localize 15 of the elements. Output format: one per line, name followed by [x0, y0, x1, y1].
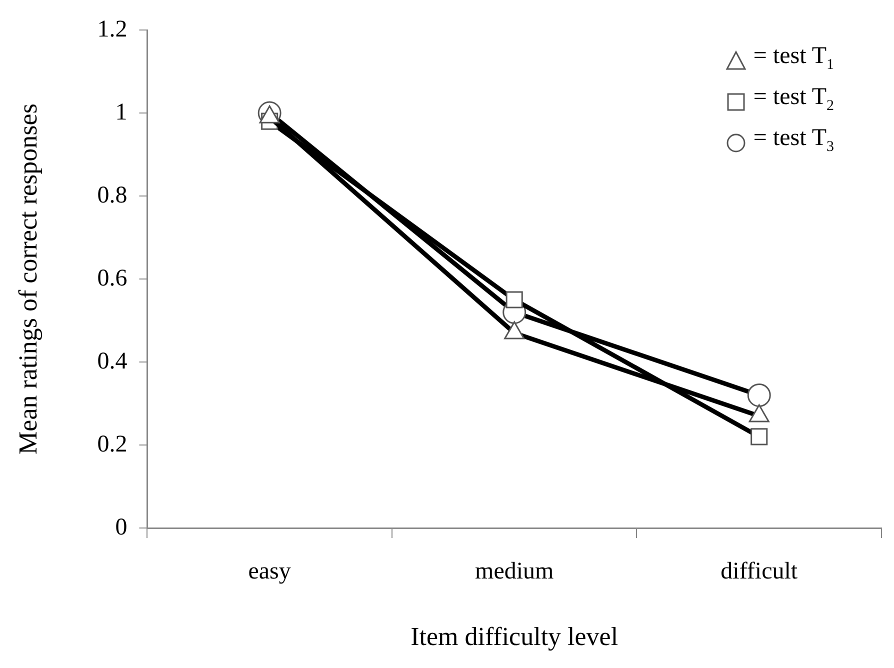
legend-label: = test T$_{1}$ — [753, 42, 834, 75]
y-tick-label: 0 — [115, 514, 128, 540]
x-tick-label: difficult — [720, 558, 798, 585]
legend-label: = test T$_{2}$ — [753, 82, 834, 116]
y-tick-label: 1.2 — [97, 16, 128, 42]
y-tick-label: 0.6 — [97, 265, 128, 292]
y-axis-title: Mean ratings of correct responses — [13, 104, 42, 454]
x-tick-label: easy — [248, 558, 291, 585]
y-tick-label: 0.2 — [97, 431, 128, 458]
y-tick-label: 0.4 — [97, 348, 128, 374]
y-tick-label: 0.8 — [97, 182, 128, 208]
legend-label: = test T$_{3}$ — [753, 124, 834, 156]
x-tick-label: medium — [475, 558, 554, 585]
x-axis-title: Item difficulty level — [410, 622, 618, 652]
y-tick-label: 1 — [115, 99, 128, 126]
